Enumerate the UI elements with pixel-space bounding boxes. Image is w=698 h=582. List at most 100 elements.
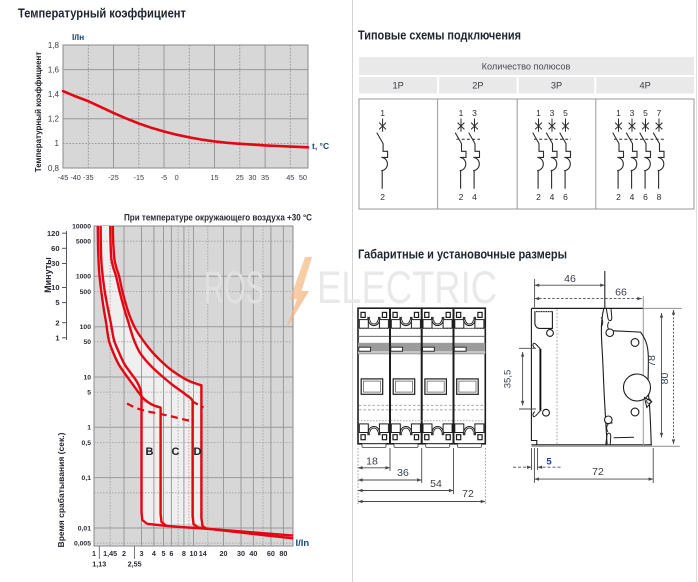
svg-text:35: 35 bbox=[261, 173, 269, 182]
svg-text:2: 2 bbox=[122, 549, 126, 558]
svg-text:36: 36 bbox=[397, 467, 409, 479]
svg-text:4: 4 bbox=[472, 192, 477, 202]
svg-text:При температуре окружающего во: При температуре окружающего воздуха +30 … bbox=[124, 213, 313, 223]
svg-text:2: 2 bbox=[380, 192, 385, 202]
svg-text:2: 2 bbox=[536, 192, 541, 202]
svg-text:3: 3 bbox=[630, 108, 635, 118]
svg-text:-35: -35 bbox=[83, 173, 94, 182]
svg-text:1: 1 bbox=[87, 425, 91, 432]
svg-text:Время срабатывания (сек.): Время срабатывания (сек.) bbox=[56, 432, 66, 547]
svg-text:3: 3 bbox=[550, 108, 555, 118]
svg-text:80: 80 bbox=[659, 373, 671, 385]
svg-text:1,45: 1,45 bbox=[103, 549, 117, 558]
svg-text:46: 46 bbox=[564, 273, 576, 285]
svg-text:5: 5 bbox=[643, 108, 648, 118]
svg-text:1000: 1000 bbox=[76, 274, 91, 281]
svg-text:5: 5 bbox=[162, 549, 166, 558]
svg-text:1,2: 1,2 bbox=[48, 115, 60, 124]
svg-text:100: 100 bbox=[80, 324, 92, 331]
svg-text:10: 10 bbox=[190, 549, 198, 558]
svg-text:78: 78 bbox=[646, 355, 658, 367]
svg-text:6: 6 bbox=[563, 192, 568, 202]
svg-text:0,1: 0,1 bbox=[82, 475, 92, 482]
svg-text:C: C bbox=[172, 446, 180, 458]
svg-text:B: B bbox=[146, 446, 154, 458]
svg-text:Минуты: Минуты bbox=[43, 257, 53, 293]
svg-text:8: 8 bbox=[182, 549, 186, 558]
svg-text:30: 30 bbox=[51, 259, 59, 268]
svg-text:120: 120 bbox=[47, 229, 60, 238]
svg-text:50: 50 bbox=[83, 339, 91, 346]
svg-text:t, °С: t, °С bbox=[312, 141, 329, 151]
svg-text:1: 1 bbox=[92, 549, 96, 558]
svg-text:Температурный коэффициент: Температурный коэффициент bbox=[34, 52, 43, 173]
svg-text:1: 1 bbox=[55, 333, 59, 342]
svg-text:5: 5 bbox=[546, 457, 552, 468]
svg-text:ELECTRIC: ELECTRIC bbox=[317, 262, 497, 313]
svg-text:5: 5 bbox=[87, 390, 91, 397]
svg-text:-5: -5 bbox=[161, 173, 168, 182]
svg-text:18: 18 bbox=[366, 456, 378, 468]
svg-text:Температурный коэффициент: Температурный коэффициент bbox=[18, 7, 186, 21]
svg-text:10: 10 bbox=[51, 283, 59, 292]
svg-text:0,8: 0,8 bbox=[48, 164, 60, 173]
svg-text:D: D bbox=[194, 446, 202, 458]
svg-text:1: 1 bbox=[380, 108, 385, 118]
svg-text:2: 2 bbox=[55, 318, 59, 327]
svg-text:35,5: 35,5 bbox=[503, 370, 514, 389]
svg-text:4: 4 bbox=[630, 192, 635, 202]
svg-text:ROS: ROS bbox=[204, 262, 264, 313]
svg-text:50: 50 bbox=[299, 173, 307, 182]
svg-text:10000: 10000 bbox=[72, 223, 91, 230]
svg-text:4: 4 bbox=[152, 549, 156, 558]
svg-text:1: 1 bbox=[55, 139, 60, 148]
svg-text:6: 6 bbox=[169, 549, 173, 558]
svg-text:1,6: 1,6 bbox=[48, 65, 60, 74]
svg-text:60: 60 bbox=[267, 549, 275, 558]
svg-text:0: 0 bbox=[175, 173, 179, 182]
svg-text:1: 1 bbox=[616, 108, 621, 118]
svg-text:4Р: 4Р bbox=[639, 81, 650, 91]
svg-text:80: 80 bbox=[279, 549, 287, 558]
svg-text:-40: -40 bbox=[70, 173, 81, 182]
svg-text:1,4: 1,4 bbox=[48, 90, 60, 99]
svg-text:-15: -15 bbox=[134, 173, 145, 182]
svg-text:6: 6 bbox=[643, 192, 648, 202]
svg-text:3: 3 bbox=[140, 549, 144, 558]
svg-text:3Р: 3Р bbox=[551, 81, 562, 91]
svg-text:1,13: 1,13 bbox=[92, 560, 106, 569]
svg-text:45: 45 bbox=[286, 173, 294, 182]
svg-text:10: 10 bbox=[83, 374, 91, 381]
svg-text:I/In: I/In bbox=[296, 538, 310, 549]
svg-text:0,005: 0,005 bbox=[74, 541, 91, 548]
svg-text:25: 25 bbox=[236, 173, 244, 182]
svg-text:0,01: 0,01 bbox=[78, 525, 91, 532]
svg-text:0,5: 0,5 bbox=[82, 440, 92, 447]
svg-text:-45: -45 bbox=[58, 173, 69, 182]
svg-text:60: 60 bbox=[51, 244, 59, 253]
svg-text:7: 7 bbox=[657, 108, 662, 118]
svg-text:Габаритные и установочные разм: Габаритные и установочные размеры bbox=[358, 248, 567, 262]
svg-text:1: 1 bbox=[459, 108, 464, 118]
svg-text:40: 40 bbox=[249, 549, 257, 558]
svg-text:4: 4 bbox=[550, 192, 555, 202]
svg-text:-25: -25 bbox=[108, 173, 119, 182]
svg-text:5: 5 bbox=[55, 298, 59, 307]
svg-text:Количество полюсов: Количество полюсов bbox=[482, 62, 571, 72]
svg-text:30: 30 bbox=[237, 549, 245, 558]
svg-text:14: 14 bbox=[199, 549, 207, 558]
svg-text:1,8: 1,8 bbox=[48, 41, 60, 50]
svg-text:1Р: 1Р bbox=[392, 81, 403, 91]
svg-text:I/Iн: I/Iн bbox=[72, 32, 84, 42]
svg-text:1: 1 bbox=[536, 108, 541, 118]
svg-text:2: 2 bbox=[616, 192, 621, 202]
svg-text:3: 3 bbox=[472, 108, 477, 118]
svg-text:2: 2 bbox=[459, 192, 464, 202]
svg-text:72: 72 bbox=[462, 488, 474, 500]
svg-text:5000: 5000 bbox=[76, 239, 91, 246]
svg-text:54: 54 bbox=[430, 478, 442, 490]
svg-text:30: 30 bbox=[248, 173, 256, 182]
svg-text:8: 8 bbox=[657, 192, 662, 202]
svg-text:66: 66 bbox=[615, 287, 627, 299]
svg-text:Типовые схемы подключения: Типовые схемы подключения bbox=[358, 29, 521, 43]
